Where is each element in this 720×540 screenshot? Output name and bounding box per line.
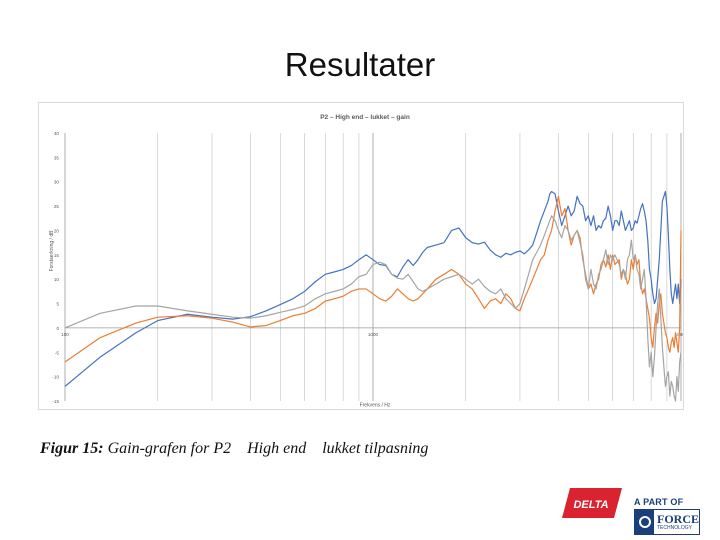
gain-chart-svg: P2 – High end – lukket – gain 40 35 30 25 20… [49,114,683,409]
y-tick-label: -10 [52,375,59,380]
caption-text: Gain-grafen for P2 High end lukket tilpa… [103,440,429,457]
force-logo: A PART OF FORCE TECHNOLOGY [634,497,700,537]
y-tick-label: 30 [54,180,60,185]
y-axis-label: Forstaerkning / dB [49,230,55,272]
x-axis-label: Frekvens / Hz [360,403,391,409]
y-tick-label: 20 [54,228,60,233]
grid-layer [64,133,682,401]
force-sub: TECHNOLOGY [657,524,693,531]
y-tick-label: -5 [55,350,60,355]
gain-chart: P2 – High end – lukket – gain 40 35 30 25 20… [38,102,684,410]
y-tick-label: 10 [54,277,60,282]
series-line [64,190,682,387]
x-tick-label: 100 [61,332,69,337]
caption-label: Figur 15: [40,440,104,457]
series-layer [64,190,682,402]
force-globe-icon [635,510,654,534]
y-tick-label: 5 [56,302,59,307]
y-tick-label: -15 [52,399,59,404]
figure-caption: Figur 15: Gain-grafen for P2 High end lu… [40,440,428,458]
y-tick-label: 15 [54,253,60,258]
delta-logo: DELTA [562,488,622,518]
y-tick-label: 25 [54,204,60,209]
series-line [64,215,682,402]
force-tagline: A PART OF [634,497,684,507]
chart-title: P2 – High end – lukket – gain [320,114,410,121]
force-box: FORCE TECHNOLOGY [634,509,700,535]
y-tick-label: 0 [56,326,59,331]
force-word: FORCE [657,511,699,526]
y-tick-label: 40 [54,131,60,136]
y-tick-label: 35 [54,155,60,160]
delta-logo-text: DELTA [573,499,608,511]
delta-logo-shape [562,488,622,518]
x-tick-label: 1000 [368,332,379,337]
slide-title: Resultater [284,46,436,83]
force-text: FORCE TECHNOLOGY [654,513,699,532]
